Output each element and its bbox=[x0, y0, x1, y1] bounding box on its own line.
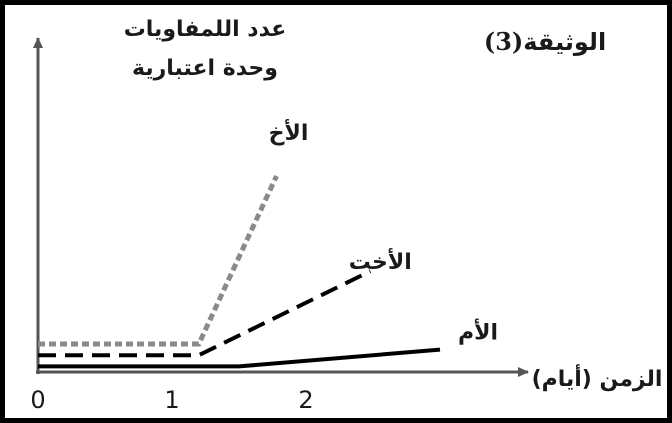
y-axis-label-line1: عدد اللمفاويات bbox=[124, 17, 287, 42]
y-axis-label-line2: وحدة اعتبارية bbox=[132, 56, 278, 81]
x-tick-label: 1 bbox=[164, 386, 179, 414]
series-label: الأخت bbox=[349, 247, 412, 275]
doc-title: الوثيقة(3) bbox=[484, 27, 606, 56]
series-line bbox=[38, 174, 279, 347]
x-tick-label: 0 bbox=[30, 386, 45, 414]
series-label: الأخ bbox=[269, 118, 309, 146]
x-axis-label: الزمن (أيام) bbox=[532, 363, 663, 392]
series-line bbox=[38, 347, 441, 369]
series-label: الأم bbox=[458, 318, 498, 346]
x-tick-label: 2 bbox=[298, 386, 313, 414]
